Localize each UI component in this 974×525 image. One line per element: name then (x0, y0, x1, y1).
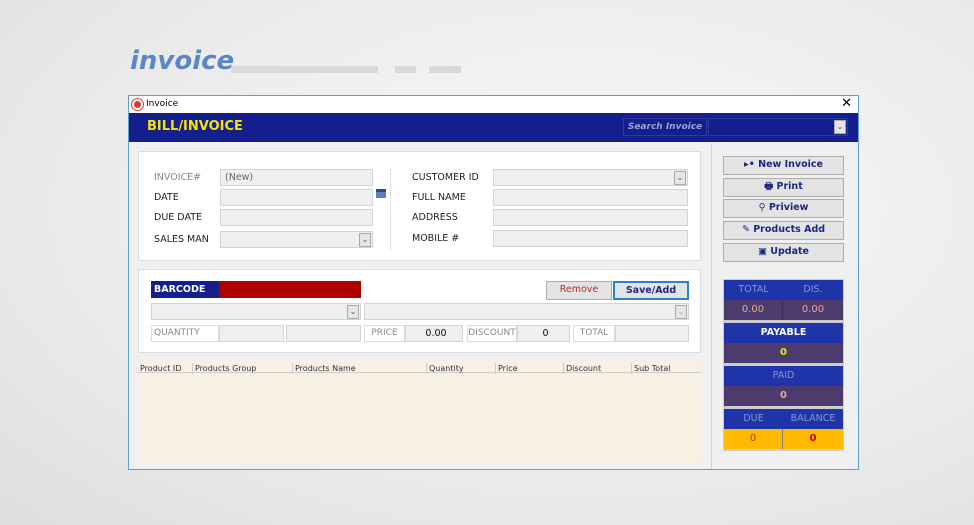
pencil-icon: ✎ (741, 224, 750, 235)
grid-header: Product ID Products Group Products Name … (138, 361, 701, 374)
button-label: Update (770, 246, 809, 257)
invoice-details-panel: INVOICE# (New) DATE DUE DATE SALES MAN ⌄… (138, 151, 701, 261)
column-header[interactable]: Price (495, 363, 518, 374)
search-invoice-label: Search Invoice (623, 118, 707, 136)
discount-field[interactable]: 0 (517, 325, 570, 342)
update-button[interactable]: ▣ Update (723, 243, 844, 262)
due-label: DUE (724, 409, 783, 429)
customer-id-label: CUSTOMER ID (412, 172, 479, 183)
sales-man-label: SALES MAN (154, 234, 209, 245)
mobile-field[interactable] (493, 230, 688, 247)
total-label: TOTAL (573, 325, 615, 342)
button-label: Print (776, 181, 803, 192)
chevron-down-icon[interactable]: ⌄ (347, 305, 359, 319)
payable-value: 0 (724, 343, 843, 363)
new-invoice-button[interactable]: ▸• New Invoice (723, 156, 844, 175)
header-bar: BILL/INVOICE Search Invoice ⌄ (129, 113, 858, 142)
due-date-label: DUE DATE (154, 212, 203, 223)
column-header[interactable]: Discount (563, 363, 601, 374)
close-button[interactable]: ✕ (841, 96, 852, 111)
balance-label: BALANCE (783, 409, 843, 429)
products-group-select[interactable]: ⌄ (151, 303, 361, 320)
remove-button[interactable]: Remove (546, 281, 612, 300)
product-entry-panel: BARCODE Remove Save/Add ⌄ ⌄ QUANTITY PRI… (138, 269, 701, 353)
chevron-down-icon[interactable]: ⌄ (675, 305, 687, 319)
decor-bar (429, 66, 461, 73)
dis-value: 0.00 (783, 300, 843, 320)
preview-button[interactable]: ⚲ Priview (723, 199, 844, 218)
invoice-no-label: INVOICE# (154, 172, 202, 183)
mobile-label: MOBILE # (412, 233, 460, 244)
decor-bar (231, 66, 378, 73)
payable-label: PAYABLE (724, 323, 843, 343)
unit-field[interactable] (286, 325, 361, 342)
barcode-field[interactable] (219, 281, 361, 298)
quantity-label: QUANTITY (151, 325, 219, 342)
magnifier-icon: ⚲ (758, 202, 766, 213)
window-title: Invoice (146, 99, 179, 109)
calendar-icon[interactable] (376, 189, 386, 198)
column-header[interactable]: Product ID (140, 364, 182, 373)
products-add-button[interactable]: ✎ Products Add (723, 221, 844, 240)
customer-id-select[interactable]: ⌄ (493, 169, 688, 186)
paid-label: PAID (724, 366, 843, 386)
invoice-window: Invoice ✕ BILL/INVOICE Search Invoice ⌄ … (128, 95, 859, 470)
button-label: Priview (768, 202, 809, 213)
full-name-field[interactable] (493, 189, 688, 206)
title-bar: Invoice ✕ (129, 96, 858, 113)
save-add-button[interactable]: Save/Add (613, 281, 689, 300)
column-header[interactable]: Sub Total (631, 363, 670, 374)
quantity-field[interactable] (219, 325, 284, 342)
price-field[interactable]: 0.00 (405, 325, 463, 342)
dis-label: DIS. (783, 280, 843, 300)
new-icon: ▸• (744, 159, 755, 170)
printer-icon: 🖶 (764, 181, 774, 192)
decor-bar (395, 66, 416, 73)
divider (390, 169, 391, 249)
column-header[interactable]: Products Group (192, 363, 256, 374)
chevron-down-icon[interactable]: ⌄ (674, 171, 686, 185)
total-value: 0.00 (724, 300, 783, 320)
date-label: DATE (154, 192, 179, 203)
chevron-down-icon[interactable]: ⌄ (359, 233, 371, 247)
paid-value[interactable]: 0 (724, 386, 843, 406)
search-invoice-select[interactable]: ⌄ (708, 118, 848, 136)
address-label: ADDRESS (412, 212, 458, 223)
button-label: New Invoice (758, 159, 823, 170)
balance-value: 0 (783, 429, 843, 449)
button-label: Products Add (753, 224, 826, 235)
sales-man-select[interactable]: ⌄ (220, 231, 373, 248)
barcode-label: BARCODE (151, 281, 219, 298)
address-field[interactable] (493, 209, 688, 226)
products-name-select[interactable]: ⌄ (364, 303, 689, 320)
date-field[interactable] (220, 189, 373, 206)
update-icon: ▣ (757, 246, 767, 257)
app-icon (132, 99, 143, 110)
discount-label: DISCOUNT (467, 325, 517, 342)
page-title: BILL/INVOICE (147, 119, 243, 134)
total-label: TOTAL (724, 280, 783, 300)
price-label: PRICE (364, 325, 405, 342)
invoice-no-field[interactable]: (New) (220, 169, 373, 186)
summary-panel: TOTAL DIS. 0.00 0.00 PAYABLE 0 PAID 0 DU… (723, 279, 844, 451)
full-name-label: FULL NAME (412, 192, 466, 203)
due-value: 0 (724, 429, 783, 449)
divider (711, 144, 712, 469)
due-date-field[interactable] (220, 209, 373, 226)
column-header[interactable]: Products Name (292, 363, 356, 374)
chevron-down-icon[interactable]: ⌄ (834, 120, 846, 134)
total-field[interactable] (615, 325, 689, 342)
products-grid[interactable]: Product ID Products Group Products Name … (138, 361, 701, 463)
print-button[interactable]: 🖶 Print (723, 178, 844, 197)
column-header[interactable]: Quantity (426, 363, 464, 374)
brand-title: invoice (130, 46, 235, 76)
